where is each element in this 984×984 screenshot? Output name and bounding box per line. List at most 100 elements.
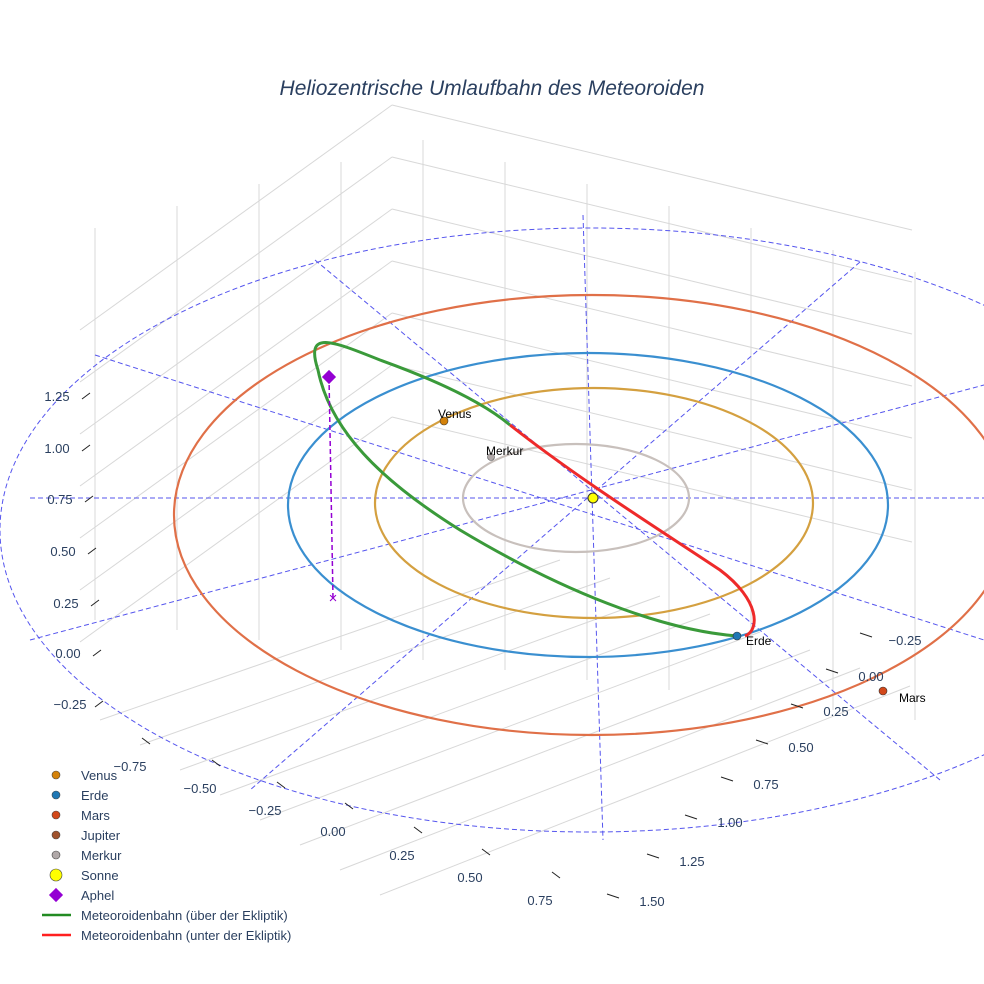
y-tick-mark (755, 739, 769, 745)
reference-line (94, 354, 984, 641)
z-tick-label: −0.25 (54, 697, 87, 712)
x-tick-mark (551, 871, 561, 879)
z-tick-mark (84, 495, 94, 503)
meteoroid-path-below[interactable] (509, 423, 756, 638)
grid-line (79, 208, 393, 435)
x-tick-mark (276, 781, 286, 789)
z-tick-label: 0.00 (55, 646, 80, 661)
x-tick-label: 0.25 (389, 848, 414, 863)
reference-lines (0, 214, 984, 841)
grid-line (391, 416, 913, 543)
legend[interactable]: Venus Erde Mars Jupiter Merkur Sonne Aphel Mete… (42, 768, 291, 943)
legend-marker-aphel (48, 887, 64, 903)
grid-line (391, 156, 913, 283)
x-tick-label: 0.00 (320, 824, 345, 839)
legend-marker-venus (51, 770, 61, 780)
y-tick-label: 0.50 (788, 740, 813, 755)
aphel-projection-marker: × (329, 590, 338, 607)
z-tick-label: 1.25 (44, 389, 69, 404)
merkur-orbit (461, 442, 691, 554)
y-tick-mark (606, 893, 620, 899)
legend-marker-erde (51, 790, 61, 800)
aphel-drop-line (328, 376, 334, 599)
grid-line (391, 208, 913, 335)
x-tick-label: 0.50 (457, 870, 482, 885)
venus-marker[interactable] (439, 416, 449, 426)
venus-label: Venus (438, 407, 471, 421)
grid-line (79, 312, 393, 539)
y-tick-label: 0.75 (753, 777, 778, 792)
grid-line (391, 260, 913, 387)
legend-item-label: Sonne (81, 868, 119, 883)
y-tick-label: 1.50 (639, 894, 664, 909)
axis-ticks: 1.25 1.00 0.75 0.50 0.25 0.00 −0.25 −0.75 −0.50 −… (44, 389, 921, 909)
x-tick-label: −0.75 (114, 759, 147, 774)
y-tick-label: −0.25 (889, 633, 922, 648)
reference-circle (0, 227, 984, 833)
reference-line (582, 214, 604, 841)
mars-marker[interactable] (878, 686, 888, 696)
grid-line (219, 613, 711, 796)
y-tick-label: 1.00 (717, 815, 742, 830)
legend-item-label: Merkur (81, 848, 122, 863)
y-tick-label: 1.25 (679, 854, 704, 869)
grid-line (379, 685, 911, 896)
mars-orbit (173, 293, 984, 737)
grid-line (79, 260, 393, 487)
legend-marker-sonne (49, 868, 63, 882)
grid-line (299, 649, 811, 846)
grid-line (79, 156, 393, 383)
legend-item-label: Meteoroidenbahn (über der Ekliptik) (81, 908, 288, 923)
z-tick-mark (94, 700, 104, 708)
z-tick-label: 1.00 (44, 441, 69, 456)
grid-line (259, 631, 761, 821)
y-tick-label: 0.25 (823, 704, 848, 719)
x-tick-mark (141, 737, 151, 745)
planet-orbits (173, 293, 984, 737)
grid-line (139, 577, 611, 746)
reference-line (29, 384, 984, 641)
z-tick-mark (81, 444, 91, 452)
grid-line (79, 364, 393, 591)
legend-marker-jupiter (51, 830, 61, 840)
legend-marker-merkur (51, 850, 61, 860)
x-tick-label: −0.50 (184, 781, 217, 796)
z-tick-label: 0.50 (50, 544, 75, 559)
merkur-marker[interactable] (487, 453, 495, 461)
legend-item-label: Mars (81, 808, 110, 823)
y-tick-mark (859, 632, 873, 638)
reference-line (314, 259, 941, 781)
grid (79, 104, 916, 896)
x-tick-label: 0.75 (527, 893, 552, 908)
x-tick-label: −0.25 (249, 803, 282, 818)
erde-marker[interactable] (732, 631, 742, 641)
y-tick-mark (720, 776, 734, 782)
aphel-marker[interactable] (321, 369, 337, 385)
grid-line (79, 416, 393, 643)
chart-title: Heliozentrische Umlaufbahn des Meteoroid… (280, 77, 705, 100)
z-tick-mark (92, 649, 102, 657)
grid-line (79, 104, 393, 331)
y-tick-mark (790, 703, 804, 709)
grid-line (391, 312, 913, 439)
z-tick-label: 0.25 (53, 596, 78, 611)
x-tick-mark (481, 848, 491, 856)
z-tick-mark (81, 392, 91, 400)
y-tick-label: 0.00 (858, 669, 883, 684)
grid-line (391, 364, 913, 491)
mars-label: Mars (899, 691, 926, 705)
legend-item-label: Erde (81, 788, 108, 803)
y-tick-mark (684, 814, 698, 820)
grid-line (339, 667, 861, 871)
x-tick-mark (344, 802, 354, 810)
legend-item-label: Meteoroidenbahn (unter der Ekliptik) (81, 928, 291, 943)
grid-line (179, 595, 661, 771)
sun-marker[interactable] (587, 492, 599, 504)
y-tick-mark (825, 668, 839, 674)
meteoroid-path-above[interactable] (313, 341, 738, 638)
z-tick-mark (90, 599, 100, 607)
legend-marker-mars (51, 810, 61, 820)
erde-orbit (286, 351, 890, 659)
